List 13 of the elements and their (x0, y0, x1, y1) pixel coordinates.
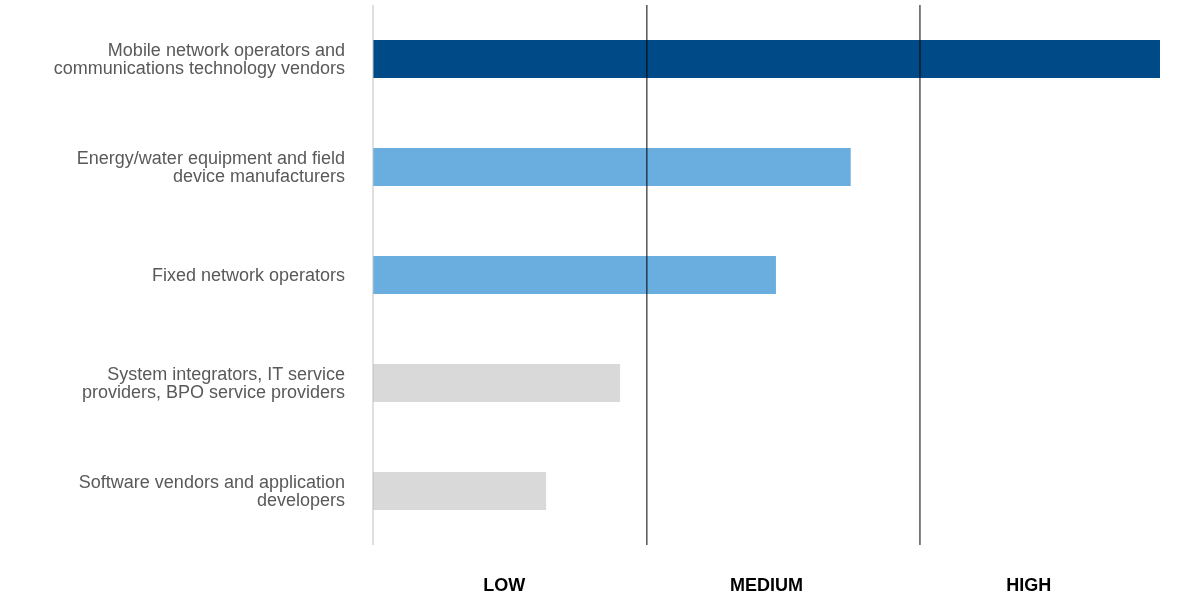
y-tick-label: Software vendors and application developers (78, 472, 345, 511)
text: HIGH (1006, 575, 1052, 595)
y-tick-label: Mobile network operators and communications technology vendors (53, 40, 345, 79)
y-tick-label: System integrators, IT service providers, BPO service providers (81, 364, 345, 403)
bar (373, 40, 1160, 78)
text: MEDIUM (730, 575, 803, 595)
bar (373, 364, 621, 402)
bar (373, 148, 851, 186)
bar (373, 472, 547, 510)
text: LOW (483, 575, 526, 595)
y-tick-label: Fixed network operators (151, 265, 345, 286)
bar (373, 256, 776, 294)
y-tick-label: Energy/water equipment and field device manufacturers (76, 148, 345, 187)
